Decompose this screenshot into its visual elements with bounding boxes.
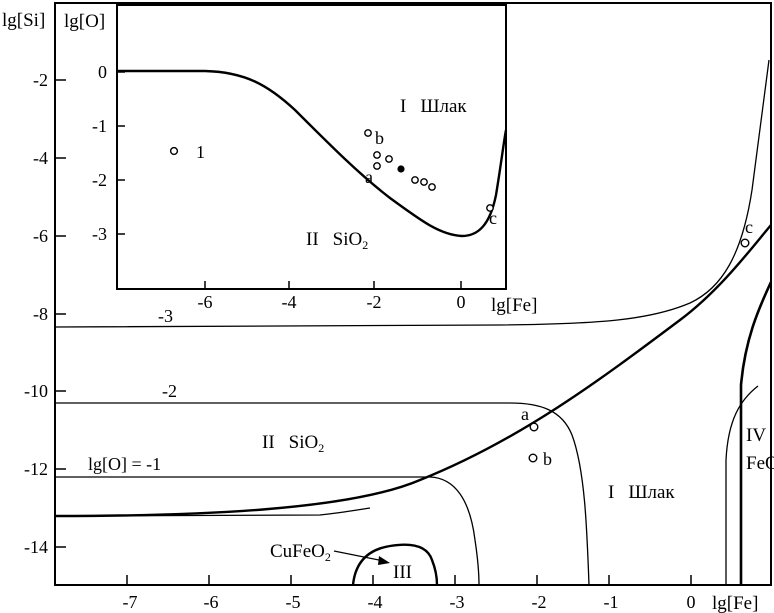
- main-y-tick-label: -14: [24, 537, 48, 557]
- inset-data-point: [420, 178, 428, 186]
- inset-x-tick-label: -4: [282, 292, 297, 312]
- iso-curve-minus2: [55, 402, 590, 586]
- main-y-tick-label: -2: [33, 70, 48, 90]
- main-x-tick-label: -5: [286, 592, 301, 612]
- inset-point-c-label: c: [489, 208, 497, 228]
- inset-x-tick-label: -6: [198, 292, 213, 312]
- inset-data-point: [364, 129, 372, 137]
- inset-plot-frame: [116, 4, 507, 290]
- main-x-tick-label: -2: [532, 592, 547, 612]
- iso-curve-minus1: [55, 476, 480, 586]
- inset-y-tick-labels: 0 -1 -2 -3: [92, 62, 107, 244]
- main-y-tick-label: -6: [33, 226, 48, 246]
- inset-data-point-c: [486, 204, 494, 212]
- main-x-ticks: [126, 575, 692, 585]
- point-c: [740, 238, 750, 248]
- inset-region-slag-label: I Шлак: [400, 96, 467, 117]
- inset-y-tick-label: -1: [92, 116, 107, 136]
- main-x-tick-label: 0: [687, 592, 696, 612]
- inset-data-point: [411, 176, 419, 184]
- point-a: [529, 422, 539, 432]
- inset-data-point: [373, 151, 381, 159]
- inset-x-tick-labels: -6 -4 -2 0: [198, 292, 466, 312]
- inset-x-tick-label: 0: [457, 292, 466, 312]
- main-x-tick-label: -1: [604, 592, 619, 612]
- main-y-tick-labels: -2 -4 -6 -8 -10 -12 -14: [24, 70, 48, 557]
- inset-y-tick-label: -3: [92, 224, 107, 244]
- inset-data-point: [397, 165, 405, 173]
- main-x-tick-label: -6: [204, 592, 219, 612]
- inset-region-sio2-label: II SiO2: [306, 229, 368, 252]
- inset-point-1: [169, 146, 179, 156]
- cufeo2-arrow: [333, 550, 390, 565]
- iso-label-minus3: -3: [158, 306, 173, 326]
- iso-curve-minus3: [54, 59, 770, 328]
- region-sio2-label: II SiO2: [262, 432, 324, 455]
- region-slag-label: I Шлак: [608, 482, 675, 503]
- inset-point-a-label: a: [365, 167, 373, 187]
- inset-data-point: [373, 162, 381, 170]
- feo-boundary: [739, 281, 773, 585]
- main-plot-frame: [54, 2, 772, 586]
- main-y-ticks: [55, 79, 66, 548]
- main-x-tick-labels: -7 -6 -5 -4 -3 -2 -1 0: [123, 592, 696, 612]
- region-cufeo2-num: III: [393, 562, 412, 583]
- main-x-tick-label: -3: [450, 592, 465, 612]
- point-b-label: b: [543, 449, 552, 469]
- inset-point-1-label: 1: [196, 142, 205, 162]
- main-y-axis-label: lg[Si]: [2, 10, 45, 31]
- iso-label-minus1: lg[O] = -1: [88, 454, 161, 474]
- main-y-tick-label: -8: [33, 304, 48, 324]
- inset-data-point: [428, 183, 436, 191]
- inset-data-point: [385, 155, 393, 163]
- cufeo2-region-boundary: [351, 543, 439, 586]
- inset-point-b-label: b: [375, 128, 384, 148]
- inset-x-axis-label: lg[Fe]: [491, 295, 537, 316]
- inset-x-ticks: [204, 281, 462, 289]
- main-x-tick-label: -4: [368, 592, 383, 612]
- region-cufeo2-name: CuFeO2: [270, 541, 331, 564]
- inset-y-tick-label: 0: [98, 62, 107, 82]
- main-y-tick-label: -12: [24, 459, 48, 479]
- inset-y-tick-label: -2: [92, 170, 107, 190]
- inset-x-tick-label: -2: [367, 292, 382, 312]
- iso-label-minus2: -2: [162, 381, 177, 401]
- point-a-label: a: [521, 404, 529, 424]
- main-y-tick-label: -10: [24, 381, 48, 401]
- feo-boundary-thin: [725, 385, 759, 585]
- iso-curve-lower: [54, 507, 371, 517]
- main-y-tick-label: -4: [33, 148, 48, 168]
- main-x-tick-label: -7: [123, 592, 138, 612]
- inset-y-axis-label: lg[O]: [64, 11, 105, 32]
- region-feo-num: IV: [746, 425, 766, 446]
- point-b: [528, 453, 538, 463]
- inset-boundary-curve: [117, 69, 508, 238]
- sio2-slag-boundary: [54, 224, 772, 518]
- region-feo-name: FeO: [746, 453, 774, 474]
- main-x-axis-label: lg[Fe]: [712, 593, 758, 613]
- point-c-label: c: [745, 217, 753, 237]
